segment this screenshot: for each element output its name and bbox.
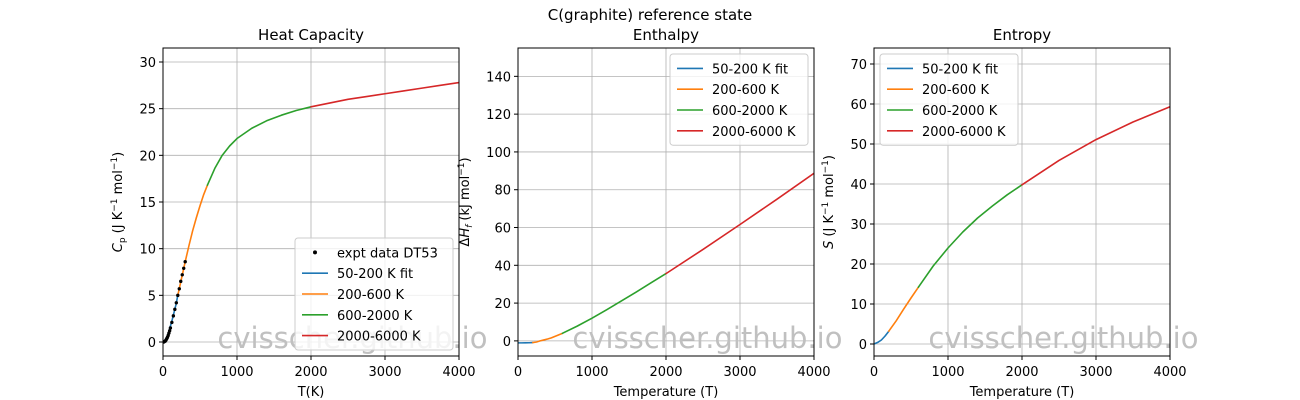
p0-legend-box xyxy=(294,237,454,351)
p0-legend: expt data DT53 50-200 K fit 200-600 K 600-2… xyxy=(294,237,454,351)
p0-series-200-600-k xyxy=(177,184,209,297)
p1-y-tick-label: 80 xyxy=(494,184,511,199)
p1-series-2000-6000-k xyxy=(665,172,814,275)
p2-x-axis-label: Temperature (T) xyxy=(969,385,1075,400)
p1-y-tick-label: 120 xyxy=(486,108,511,123)
p0-legend-label: 200-600 K xyxy=(337,288,404,303)
p0-legend-label: expt data DT53 xyxy=(337,246,438,261)
p2-x-tick-label: 0 xyxy=(870,365,878,380)
p1-legend-label: 600-2000 K xyxy=(712,104,788,119)
p0-y-tick-label: 15 xyxy=(139,196,156,211)
p1-plot-area xyxy=(518,172,814,344)
p0-expt-data-point xyxy=(179,279,183,284)
p1-x-tick-label: 1000 xyxy=(575,365,608,380)
p1-y-tick-label: 20 xyxy=(494,297,511,312)
p2-legend-label: 2000-6000 K xyxy=(922,125,1006,140)
p0-y-tick-label: 0 xyxy=(148,336,156,351)
p2-legend-box xyxy=(879,53,1019,146)
p2-legend: 50-200 K fit 200-600 K 600-2000 K 2000-6000… xyxy=(879,53,1019,146)
p0-x-tick-label: 0 xyxy=(159,365,167,380)
p0-plot-area xyxy=(163,81,459,344)
p0-x-tick-label: 3000 xyxy=(368,365,401,380)
p2-series-200-600-k xyxy=(888,286,920,332)
p2-legend-label: 600-2000 K xyxy=(922,104,998,119)
p1-y-tick-label: 100 xyxy=(486,146,511,161)
p0-y-tick-label: 10 xyxy=(139,243,156,258)
p2-watermark: cvisscher.github.io xyxy=(928,321,1198,355)
p2-y-tick-label: 0 xyxy=(859,338,867,353)
p0-x-axis-label: T(K) xyxy=(297,385,325,400)
p2-plot-area xyxy=(874,106,1170,345)
p2-series-600-2000-k xyxy=(917,184,1023,288)
p2-y-tick-label: 20 xyxy=(850,258,867,273)
enthalpy-panel: cvisscher.github.io 0 1000 2000 3000 4000 0 20 4… xyxy=(486,26,842,400)
p0-legend-label: 50-200 K fit xyxy=(337,267,413,282)
p1-series-600-2000-k xyxy=(561,272,667,335)
p0-legend-label: 600-2000 K xyxy=(337,309,413,324)
p1-legend-label: 2000-6000 K xyxy=(712,125,796,140)
p1-legend-label: 50-200 K fit xyxy=(712,62,788,77)
p0-x-tick-label: 4000 xyxy=(442,365,475,380)
entropy-panel: cvisscher.github.io 0 1000 2000 3000 4000 0 10 2… xyxy=(850,26,1198,400)
p0-expt-data-point xyxy=(168,326,173,330)
p1-series-200-600-k xyxy=(532,332,564,344)
heat-capacity-ylabel: Cp (J K−1 mol−1) xyxy=(110,152,128,253)
p0-y-tick-label: 20 xyxy=(139,149,156,164)
p2-y-tick-label: 40 xyxy=(850,178,867,193)
p0-expt-data-point xyxy=(171,314,176,318)
p0-expt-data-point xyxy=(183,260,187,264)
p1-x-axis-label: Temperature (T) xyxy=(613,385,719,400)
p0-expt-data-point xyxy=(173,307,177,312)
p2-x-tick-label: 4000 xyxy=(1153,365,1186,380)
p1-y-tick-label: 60 xyxy=(494,222,511,237)
p2-legend-label: 50-200 K fit xyxy=(922,62,998,77)
p2-y-tick-label: 30 xyxy=(850,218,867,233)
p0-series-600-2000-k xyxy=(206,106,312,186)
p2-title: Entropy xyxy=(993,26,1051,44)
p0-series-2000-6000-k xyxy=(310,81,459,108)
figure-title: C(graphite) reference state xyxy=(548,6,753,24)
p0-y-tick-label: 30 xyxy=(139,56,156,71)
p1-title: Enthalpy xyxy=(633,26,699,44)
p0-y-tick-label: 25 xyxy=(139,103,156,118)
p0-legend-label: 2000-6000 K xyxy=(337,330,421,345)
p0-x-tick-label: 1000 xyxy=(220,365,253,380)
p0-expt-data-point xyxy=(182,266,186,270)
p2-x-tick-label: 1000 xyxy=(931,365,964,380)
p2-y-tick-label: 10 xyxy=(850,298,867,313)
p0-x-tick-label: 2000 xyxy=(294,365,327,380)
p1-legend: 50-200 K fit 200-600 K 600-2000 K 2000-6000… xyxy=(669,53,809,146)
p0-title: Heat Capacity xyxy=(258,26,364,44)
p1-legend-label: 200-600 K xyxy=(712,83,779,98)
p1-y-tick-label: 0 xyxy=(503,335,511,350)
p0-y-tick-label: 5 xyxy=(148,289,156,304)
entropy-ylabel: S (J K−1 mol−1) xyxy=(821,155,837,249)
p0-expt-data-point xyxy=(174,301,179,305)
p1-y-tick-label: 140 xyxy=(486,70,511,85)
p2-y-tick-label: 60 xyxy=(850,98,867,113)
p0-expt-data-point xyxy=(180,273,184,277)
p2-x-tick-label: 3000 xyxy=(1079,365,1112,380)
p2-x-tick-label: 2000 xyxy=(1005,365,1038,380)
heat-capacity-panel: cvisscher.github.io010002000300040000510… xyxy=(139,26,487,400)
p0-legend-marker xyxy=(313,250,317,255)
p2-legend-label: 200-600 K xyxy=(922,83,989,98)
p1-x-tick-label: 4000 xyxy=(797,365,830,380)
p1-y-tick-label: 40 xyxy=(494,259,511,274)
p0-expt-data-point xyxy=(177,287,181,291)
p1-x-tick-label: 2000 xyxy=(649,365,682,380)
p0-expt-data-point xyxy=(167,329,172,333)
p1-watermark: cvisscher.github.io xyxy=(572,321,842,355)
p2-y-tick-label: 70 xyxy=(850,58,867,73)
p2-series-50-200-k-fit xyxy=(874,330,890,345)
p0-expt-data-point xyxy=(176,293,180,298)
p0-expt-data-point xyxy=(170,320,174,325)
p2-series-2000-6000-k xyxy=(1021,106,1170,186)
p1-x-tick-label: 0 xyxy=(514,365,522,380)
p2-y-tick-label: 50 xyxy=(850,138,867,153)
p1-legend-box xyxy=(669,53,809,146)
p1-x-tick-label: 3000 xyxy=(723,365,756,380)
enthalpy-ylabel: ΔHf (kJ mol−1) xyxy=(457,157,475,246)
